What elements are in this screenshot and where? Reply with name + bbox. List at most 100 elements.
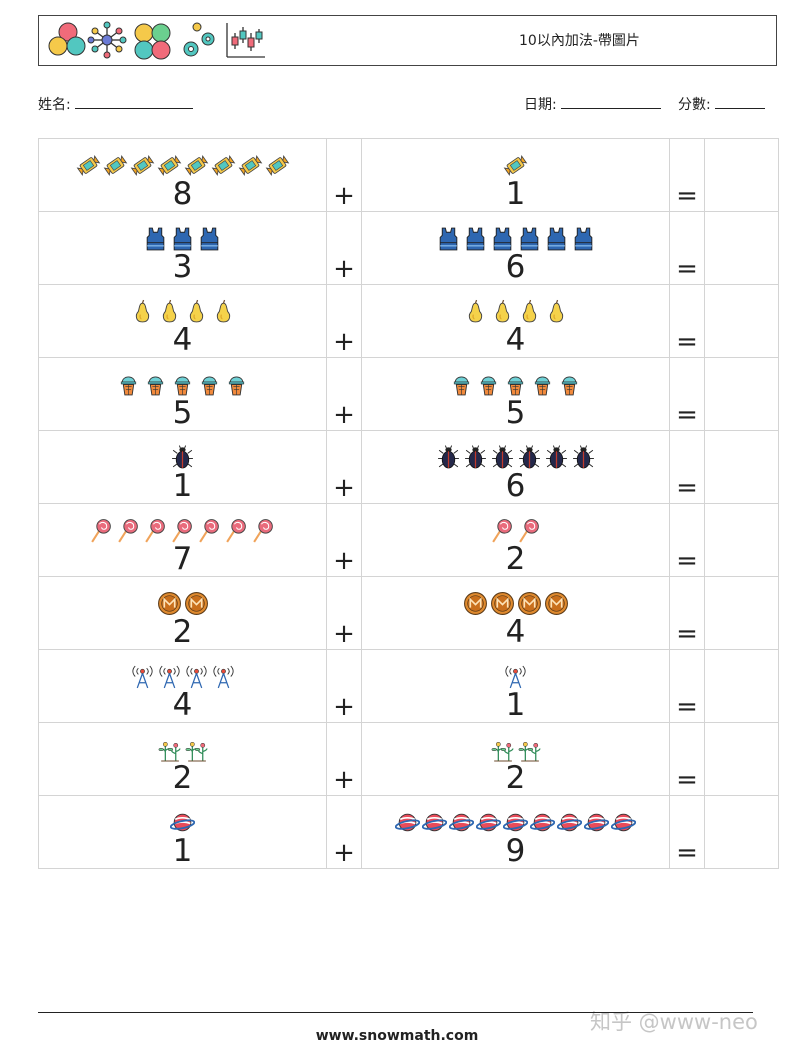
- planet-icon: [476, 813, 501, 831]
- plus-sign: +: [326, 722, 362, 796]
- answer-cell[interactable]: [704, 722, 779, 796]
- right-number: 5: [505, 395, 526, 431]
- tank-top-icon: [173, 227, 192, 250]
- ice-cream-cone-icon: [480, 375, 497, 395]
- beetle-icon: [572, 444, 594, 468]
- problem-row: 4 +1 =: [38, 649, 779, 723]
- date-blank[interactable]: [561, 96, 662, 109]
- monero-coin-icon: [157, 591, 181, 615]
- right-term-cell: 6: [361, 430, 670, 504]
- answer-cell[interactable]: [704, 284, 779, 358]
- sprout-icon: [185, 741, 208, 761]
- left-icon-group: [39, 735, 326, 763]
- equals-sign: =: [669, 503, 705, 577]
- candy-wrapper-icon: [238, 154, 262, 176]
- problem-row: 7 +2 =: [38, 503, 779, 577]
- planet-icon: [395, 813, 420, 831]
- left-term-cell: 1: [38, 430, 327, 504]
- monero-coin-icon: [517, 591, 541, 615]
- math-logo-icon: [48, 21, 265, 60]
- plus-sign: +: [326, 576, 362, 650]
- planet-icon: [449, 813, 474, 831]
- planet-icon: [503, 813, 528, 831]
- equals-sign: =: [669, 138, 705, 212]
- right-number: 2: [505, 760, 526, 796]
- candy-wrapper-icon: [265, 154, 289, 176]
- pear-icon: [135, 299, 149, 322]
- right-number: 9: [505, 833, 526, 869]
- radio-tower-icon: [212, 665, 234, 688]
- left-number: 1: [172, 833, 193, 869]
- right-icon-group: [362, 735, 669, 763]
- addition-problems-table: 8 +1 = 3 +6 = 4 +4 = 5 +5 = 1 +6 = 7 +2 = 2 +4 = 4 +1 = 2 +2 = 1 +9 =: [38, 138, 779, 869]
- right-icon-group: [362, 516, 669, 544]
- planet-icon: [557, 813, 582, 831]
- date-field: 日期:: [524, 94, 662, 114]
- equals-sign: =: [669, 649, 705, 723]
- right-term-cell: 1: [361, 138, 670, 212]
- watermark: 知乎 @www-neo: [590, 1010, 758, 1034]
- left-icon-group: [39, 443, 326, 471]
- answer-cell[interactable]: [704, 503, 779, 577]
- tank-top-icon: [547, 227, 565, 250]
- sprout-icon: [491, 741, 514, 761]
- ice-cream-cone-icon: [174, 375, 191, 395]
- ice-cream-cone-icon: [120, 375, 137, 395]
- beetle-icon: [518, 444, 540, 468]
- answer-cell[interactable]: [704, 138, 779, 212]
- problem-row: 3 +6 =: [38, 211, 779, 285]
- left-term-cell: 4: [38, 284, 327, 358]
- ice-cream-cone-icon: [534, 375, 551, 395]
- candy-wrapper-icon: [157, 154, 181, 176]
- right-icon-group: [362, 589, 669, 617]
- name-blank[interactable]: [75, 96, 194, 109]
- right-icon-group: [362, 151, 669, 179]
- score-field: 分數:: [678, 94, 766, 114]
- right-term-cell: 6: [361, 211, 670, 285]
- tank-top-icon: [466, 227, 484, 250]
- pear-icon: [216, 299, 230, 322]
- left-number: 4: [172, 322, 193, 358]
- answer-cell[interactable]: [704, 795, 779, 869]
- pear-icon: [549, 299, 563, 322]
- equals-sign: =: [669, 284, 705, 358]
- problem-row: 8 +1 =: [38, 138, 779, 212]
- answer-cell[interactable]: [704, 576, 779, 650]
- equals-sign: =: [669, 430, 705, 504]
- answer-cell[interactable]: [704, 357, 779, 431]
- left-term-cell: 7: [38, 503, 327, 577]
- lollipop-icon: [145, 518, 165, 543]
- problem-row: 4 +4 =: [38, 284, 779, 358]
- equals-sign: =: [669, 722, 705, 796]
- right-term-cell: 1: [361, 649, 670, 723]
- date-label: 日期:: [524, 97, 557, 113]
- right-number: 4: [505, 614, 526, 650]
- lollipop-icon: [226, 518, 246, 543]
- name-label: 姓名:: [38, 97, 71, 113]
- plus-sign: +: [326, 211, 362, 285]
- right-number: 1: [505, 687, 526, 723]
- left-icon-group: [39, 151, 326, 179]
- sprout-icon: [518, 741, 541, 761]
- score-blank[interactable]: [715, 96, 766, 109]
- answer-cell[interactable]: [704, 649, 779, 723]
- left-term-cell: 4: [38, 649, 327, 723]
- tank-top-icon: [574, 227, 592, 250]
- left-number: 4: [172, 687, 193, 723]
- left-number: 8: [172, 176, 193, 212]
- left-icon-group: [39, 224, 326, 252]
- answer-cell[interactable]: [704, 430, 779, 504]
- right-icon-group: [362, 224, 669, 252]
- monero-coin-icon: [544, 591, 568, 615]
- equals-sign: =: [669, 795, 705, 869]
- worksheet-title: 10以內加法-帶圖片: [519, 33, 640, 49]
- planet-icon: [422, 813, 447, 831]
- left-number: 7: [172, 541, 193, 577]
- left-number: 3: [172, 249, 193, 285]
- plus-sign: +: [326, 503, 362, 577]
- right-icon-group: [362, 662, 669, 690]
- radio-tower-icon: [185, 665, 207, 688]
- answer-cell[interactable]: [704, 211, 779, 285]
- beetle-icon: [172, 444, 193, 468]
- sprout-icon: [158, 741, 181, 761]
